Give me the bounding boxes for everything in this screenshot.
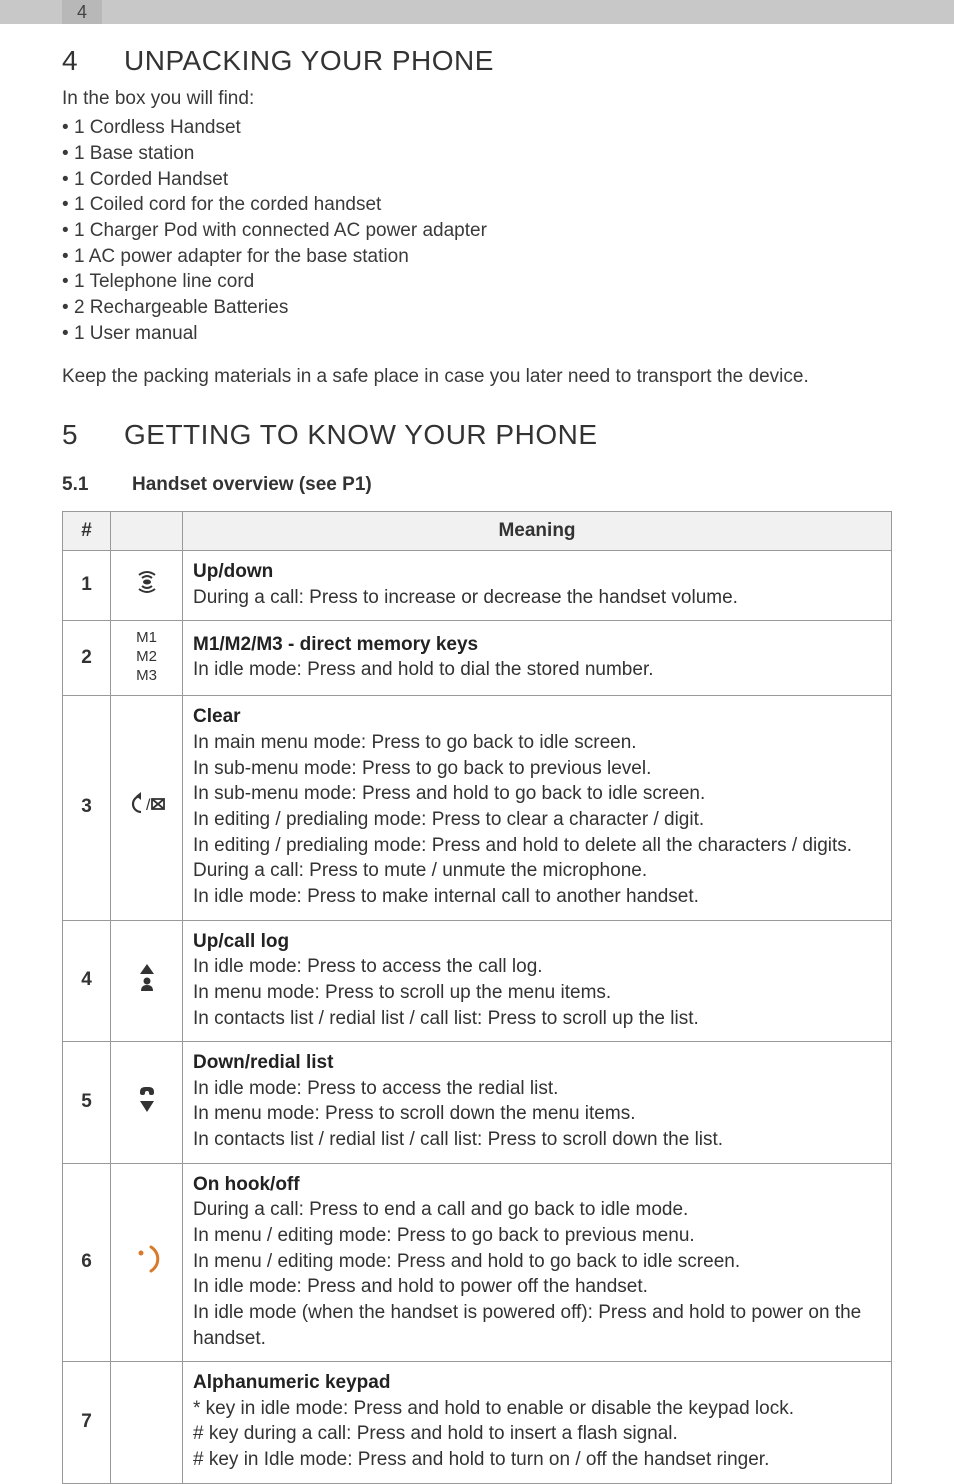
table-row: 5 Down/redial listIn idle mode: Press to …	[63, 1042, 892, 1164]
handset-overview-table: # Meaning 1 Up/downDuring a call: Press t…	[62, 511, 892, 1483]
row-title: Alphanumeric keypad	[193, 1372, 390, 1393]
list-item: 1 Coiled cord for the corded handset	[62, 192, 892, 218]
row-number: 7	[63, 1362, 111, 1484]
row-icon-cell	[111, 1042, 183, 1164]
row-meaning: On hook/offDuring a call: Press to end a…	[183, 1163, 892, 1361]
on-hook-icon	[131, 1243, 163, 1275]
list-item: 1 Charger Pod with connected AC power ad…	[62, 218, 892, 244]
clear-mute-icon: /	[127, 792, 167, 816]
section-4-note: Keep the packing materials in a safe pla…	[62, 364, 892, 390]
section-5-1-number: 5.1	[62, 472, 90, 498]
row-title: M1/M2/M3 - direct memory keys	[193, 634, 478, 655]
section-5-number: 5	[62, 416, 90, 454]
box-contents-list: 1 Cordless Handset1 Base station1 Corded…	[62, 115, 892, 346]
section-5-1-heading: 5.1 Handset overview (see P1)	[62, 472, 892, 498]
row-meaning: Down/redial listIn idle mode: Press to a…	[183, 1042, 892, 1164]
table-row: 6 On hook/offDuring a call: Press to end …	[63, 1163, 892, 1361]
volume-icon	[133, 567, 161, 597]
row-title: On hook/off	[193, 1174, 300, 1195]
table-row: 2M1M2M3M1/M2/M3 - direct memory keysIn i…	[63, 621, 892, 696]
row-title: Up/call log	[193, 931, 289, 952]
row-icon-cell	[111, 920, 183, 1042]
section-4-title: UNPACKING YOUR PHONE	[124, 42, 494, 80]
list-item: 1 AC power adapter for the base station	[62, 244, 892, 270]
row-meaning: ClearIn main menu mode: Press to go back…	[183, 696, 892, 920]
row-meaning: Up/call logIn idle mode: Press to access…	[183, 920, 892, 1042]
page-number-tab: 4	[62, 0, 102, 24]
section-4-heading: 4 UNPACKING YOUR PHONE	[62, 42, 892, 80]
down-redial-icon	[136, 1084, 158, 1114]
th-meaning: Meaning	[183, 512, 892, 551]
th-icon	[111, 512, 183, 551]
row-number: 3	[63, 696, 111, 920]
table-row: 1 Up/downDuring a call: Press to increase…	[63, 550, 892, 620]
list-item: 1 Cordless Handset	[62, 115, 892, 141]
table-row: 3 / ClearIn main menu mode: Press to go ba…	[63, 696, 892, 920]
row-number: 2	[63, 621, 111, 696]
section-4-intro: In the box you will find:	[62, 86, 892, 112]
row-icon-cell	[111, 1362, 183, 1484]
table-header-row: # Meaning	[63, 512, 892, 551]
row-meaning: M1/M2/M3 - direct memory keysIn idle mod…	[183, 621, 892, 696]
up-call-log-icon	[136, 962, 158, 992]
section-5-heading: 5 GETTING TO KNOW YOUR PHONE	[62, 416, 892, 454]
row-title: Clear	[193, 706, 241, 727]
row-meaning: Alphanumeric keypad* key in idle mode: P…	[183, 1362, 892, 1484]
section-4-number: 4	[62, 42, 90, 80]
row-title: Down/redial list	[193, 1052, 333, 1073]
table-row: 4 Up/call logIn idle mode: Press to acces…	[63, 920, 892, 1042]
row-title: Up/down	[193, 561, 273, 582]
svg-text:/: /	[146, 797, 151, 814]
header-bar: 4	[0, 0, 954, 24]
memory-key-label: M3	[121, 667, 172, 686]
row-number: 5	[63, 1042, 111, 1164]
list-item: 1 Base station	[62, 141, 892, 167]
row-number: 6	[63, 1163, 111, 1361]
list-item: 2 Rechargeable Batteries	[62, 295, 892, 321]
row-icon-cell: /	[111, 696, 183, 920]
row-icon-cell	[111, 1163, 183, 1361]
page-content: 4 UNPACKING YOUR PHONE In the box you wi…	[0, 24, 954, 1484]
table-row: 7 Alphanumeric keypad* key in idle mode: …	[63, 1362, 892, 1484]
section-5-title: GETTING TO KNOW YOUR PHONE	[124, 416, 598, 454]
memory-key-label: M1	[121, 629, 172, 648]
section-5-1-title: Handset overview (see P1)	[132, 472, 372, 498]
row-meaning: Up/downDuring a call: Press to increase …	[183, 550, 892, 620]
row-number: 1	[63, 550, 111, 620]
th-num: #	[63, 512, 111, 551]
memory-key-label: M2	[121, 648, 172, 667]
list-item: 1 Corded Handset	[62, 167, 892, 193]
list-item: 1 Telephone line cord	[62, 269, 892, 295]
list-item: 1 User manual	[62, 321, 892, 347]
row-icon-cell	[111, 550, 183, 620]
row-number: 4	[63, 920, 111, 1042]
row-icon-cell: M1M2M3	[111, 621, 183, 696]
